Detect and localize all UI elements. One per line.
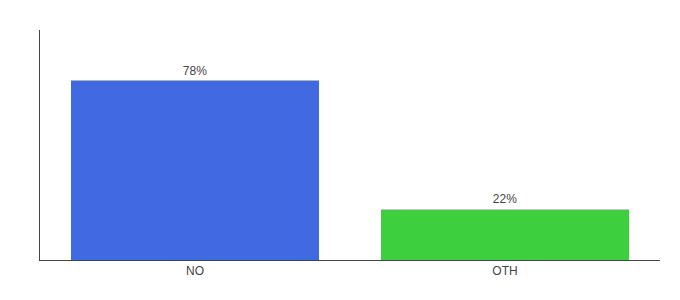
svg-text:NO: NO — [186, 264, 204, 278]
svg-text:OTH: OTH — [492, 264, 517, 278]
svg-text:22%: 22% — [493, 192, 517, 206]
svg-text:78%: 78% — [183, 64, 207, 78]
